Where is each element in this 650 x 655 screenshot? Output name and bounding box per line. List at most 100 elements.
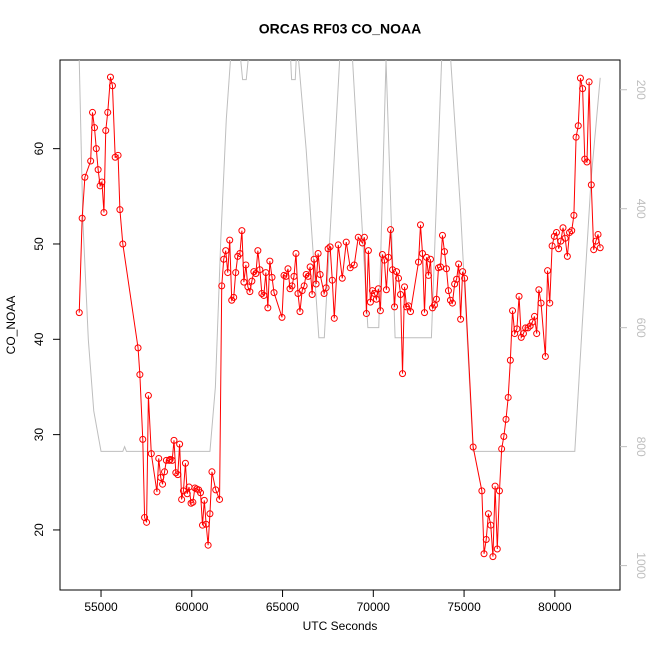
- data-point: [498, 445, 506, 453]
- y-axis-title: CO_NOAA: [4, 296, 18, 355]
- data-point: [312, 280, 320, 288]
- data-point: [576, 74, 584, 82]
- data-point: [116, 206, 124, 214]
- data-point: [232, 269, 240, 277]
- data-point: [360, 233, 368, 241]
- data-point: [491, 482, 499, 490]
- data-point: [88, 108, 96, 116]
- data-point: [314, 250, 322, 258]
- data-point: [250, 268, 258, 276]
- data-point: [278, 313, 286, 321]
- data-point: [382, 286, 390, 294]
- data-point: [100, 209, 108, 217]
- data-point: [559, 224, 567, 232]
- x-tick-label: 60000: [175, 600, 209, 614]
- data-point: [587, 181, 595, 189]
- y2-tick-label: 400: [634, 199, 648, 219]
- data-point: [436, 263, 444, 271]
- data-point: [306, 263, 314, 271]
- data-point: [296, 308, 304, 316]
- data-point: [548, 242, 556, 250]
- data-point: [139, 435, 147, 443]
- data-point: [102, 127, 110, 135]
- data-point: [310, 255, 318, 263]
- data-point: [592, 237, 600, 245]
- data-point: [515, 292, 523, 300]
- data-point: [522, 324, 530, 332]
- data-point: [585, 78, 593, 86]
- data-point: [106, 73, 114, 81]
- data-point: [78, 214, 86, 222]
- data-point: [389, 266, 397, 274]
- data-point: [334, 241, 342, 249]
- data-point: [316, 270, 324, 278]
- data-point: [230, 293, 238, 301]
- chart-title: ORCAS RF03 CO_NOAA: [259, 21, 422, 37]
- data-point: [282, 272, 290, 280]
- data-point: [489, 553, 497, 561]
- data-point: [258, 290, 266, 298]
- data-point: [236, 250, 244, 258]
- data-point: [252, 270, 260, 278]
- data-point: [442, 265, 450, 273]
- data-point: [304, 272, 312, 280]
- data-point: [284, 265, 292, 273]
- data-point: [566, 229, 574, 237]
- data-point: [579, 85, 587, 93]
- data-point: [330, 314, 338, 322]
- data-point: [189, 498, 197, 506]
- data-point: [415, 258, 423, 266]
- data-point: [504, 393, 512, 401]
- data-point: [136, 371, 144, 379]
- data-point: [546, 299, 554, 307]
- data-point: [482, 535, 490, 543]
- data-point: [98, 178, 106, 186]
- data-point: [342, 238, 350, 246]
- data-point: [153, 488, 161, 496]
- y-tick-label: 20: [32, 523, 46, 537]
- data-point: [535, 286, 543, 294]
- data-point: [178, 495, 186, 503]
- data-point: [266, 257, 274, 265]
- data-point: [144, 392, 152, 400]
- data-point: [262, 269, 270, 277]
- data-point: [393, 268, 401, 276]
- x-tick-label: 75000: [447, 600, 481, 614]
- data-point: [432, 295, 440, 303]
- data-point: [401, 283, 409, 291]
- data-point: [526, 322, 534, 330]
- data-point: [391, 303, 399, 311]
- data-point: [550, 232, 558, 240]
- data-point: [159, 480, 167, 488]
- data-point: [533, 330, 541, 338]
- data-point: [426, 255, 434, 263]
- data-point: [509, 307, 517, 315]
- data-point: [568, 227, 576, 235]
- y2-tick-label: 200: [634, 80, 648, 100]
- data-point: [254, 247, 262, 255]
- data-point: [459, 268, 467, 276]
- data-point: [240, 278, 248, 286]
- data-point: [420, 309, 428, 317]
- data-point: [256, 266, 264, 274]
- data-point: [493, 545, 501, 553]
- data-point: [260, 291, 268, 299]
- x-tick-label: 55000: [84, 600, 118, 614]
- data-point: [531, 312, 539, 320]
- data-point: [570, 211, 578, 219]
- data-point: [200, 496, 208, 504]
- data-point: [500, 433, 508, 441]
- data-point: [288, 282, 296, 290]
- data-point: [417, 221, 425, 229]
- data-point: [165, 456, 173, 464]
- data-point: [290, 272, 298, 280]
- data-point: [537, 299, 545, 307]
- data-point: [75, 309, 83, 317]
- y-tick-label: 50: [32, 237, 46, 251]
- data-point: [92, 145, 100, 153]
- data-point: [270, 289, 278, 297]
- data-point: [300, 282, 308, 290]
- data-point: [157, 474, 165, 482]
- data-point: [338, 274, 346, 282]
